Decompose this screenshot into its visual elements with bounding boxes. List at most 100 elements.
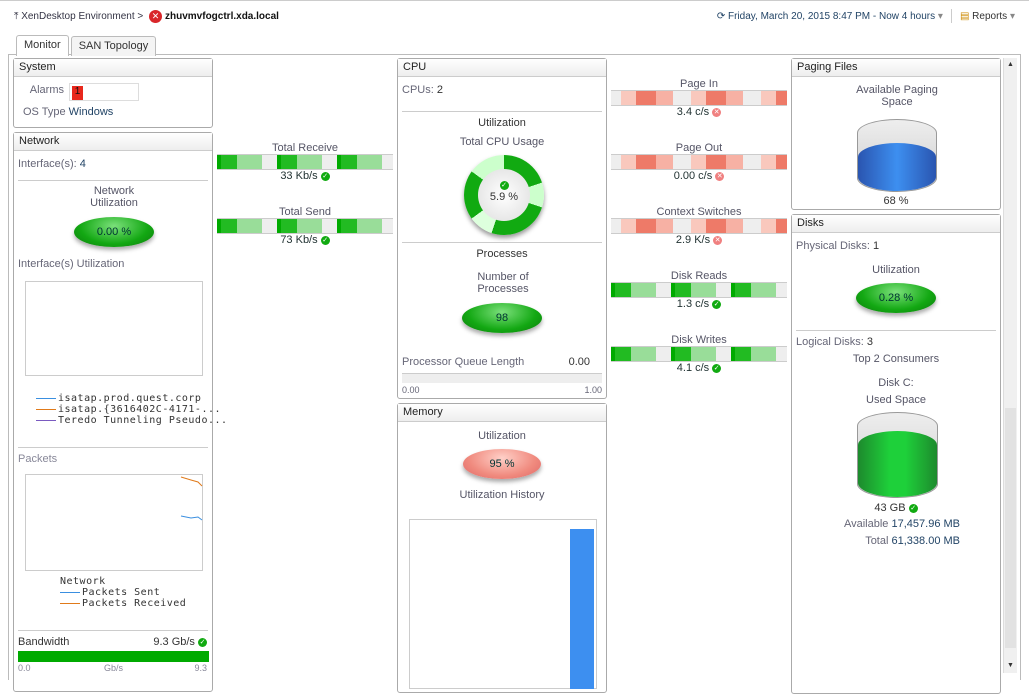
ok-icon: ✓ — [320, 235, 330, 245]
vertical-scrollbar[interactable]: ▲ ▼ — [1003, 58, 1017, 673]
flow-value: 0.00 c/s — [673, 170, 713, 182]
clock-icon: ⟳ — [716, 10, 726, 22]
logical-disks-value: 3 — [866, 336, 874, 348]
flow-value: 4.1 c/s — [676, 362, 710, 374]
utilization-history-label: Utilization History — [459, 489, 545, 501]
divider — [402, 111, 602, 112]
divider — [18, 630, 208, 631]
used-space-label: Used Space — [866, 394, 926, 406]
divider — [18, 180, 208, 181]
ok-icon: ✓ — [712, 299, 722, 309]
flow-page-in: Page In 3.4 c/s ✕ — [611, 78, 787, 118]
flow-value: 73 Kb/s — [280, 234, 318, 246]
flow-strip — [611, 90, 787, 106]
critical-icon: ✕ — [713, 235, 723, 245]
panel-title: Memory — [398, 404, 606, 422]
ok-icon: ✓ — [908, 503, 918, 513]
legend-item: Packets Received — [82, 598, 187, 609]
reports-button[interactable]: ▤ Reports ▾ — [960, 11, 1015, 22]
error-icon: ✕ — [149, 10, 163, 23]
network-utilization-gauge: 0.00 % — [74, 217, 154, 247]
flow-label: Context Switches — [656, 206, 742, 218]
panel-title: Paging Files — [792, 59, 1000, 77]
processor-queue-min: 0.00 — [402, 385, 420, 395]
tab-san-topology[interactable]: SAN Topology — [70, 36, 157, 56]
number-of-processes-label: Number of Processes — [477, 271, 529, 295]
content-frame — [8, 54, 1021, 680]
alarm-count-badge[interactable]: 1 — [72, 86, 83, 100]
legend-item: isatap.{3616402C-4171-... — [58, 404, 222, 415]
packets-sent-line — [180, 515, 203, 521]
flow-context-switches: Context Switches 2.9 K/s ✕ — [611, 206, 787, 246]
flow-value: 2.9 K/s — [675, 234, 711, 246]
flow-value: 1.3 c/s — [676, 298, 710, 310]
reports-label: Reports — [972, 10, 1008, 22]
flow-strip — [217, 218, 393, 234]
paging-value: 68 % — [883, 195, 909, 207]
interface-utilization-chart — [25, 281, 203, 376]
packets-received-line — [180, 476, 203, 487]
ok-icon: ✓ — [712, 363, 722, 373]
flow-value: 33 Kb/s — [280, 170, 318, 182]
ok-icon: ✓ — [499, 180, 509, 190]
divider — [796, 330, 996, 331]
bandwidth-value: 9.3 Gb/s — [153, 636, 195, 648]
cpu-usage-value: 5.9 % — [489, 191, 519, 203]
panel-title: Disks — [792, 215, 1000, 233]
cpus-label: CPUs: — [402, 84, 434, 96]
scroll-up-arrow[interactable]: ▲ — [1007, 61, 1014, 68]
flow-total-receive: Total Receive 33 Kb/s ✓ — [217, 142, 393, 182]
paging-cylinder — [857, 119, 937, 192]
scroll-down-arrow[interactable]: ▼ — [1007, 662, 1014, 669]
available-value: 17,457.96 MB — [891, 518, 961, 530]
interfaces-label: Interface(s): — [18, 158, 77, 170]
legend-item: isatap.prod.quest.corp — [58, 393, 202, 404]
interface-legend: isatap.prod.quest.corp isatap.{3616402C-… — [36, 393, 228, 426]
total-label: Total — [865, 535, 889, 547]
memory-utilization-gauge: 95 % — [463, 449, 541, 479]
history-bar — [570, 529, 594, 689]
disk-utilization-gauge: 0.28 % — [856, 283, 936, 313]
legend-item: Teredo Tunneling Pseudo... — [58, 415, 228, 426]
flow-value: 3.4 c/s — [676, 106, 710, 118]
top-consumers-label: Top 2 Consumers — [852, 353, 940, 365]
flow-label: Total Send — [279, 206, 331, 218]
network-panel: Network Interface(s): 4 Network Utilizat… — [13, 132, 227, 692]
number-of-processes-gauge: 98 — [462, 303, 542, 333]
interfaces-value: 4 — [79, 158, 86, 170]
processes-heading: Processes — [476, 248, 528, 260]
packets-chart — [25, 474, 203, 571]
flow-strip — [611, 282, 787, 298]
os-type-value: Windows — [68, 106, 114, 118]
memory-panel: Memory Utilization 95 % Utilization Hist… — [397, 403, 607, 693]
host-name: zhuvmvfogctrl.xda.local — [165, 11, 279, 23]
critical-icon: ✕ — [712, 107, 722, 117]
alarms-box[interactable]: 1 — [69, 83, 139, 101]
utilization-heading: Utilization — [478, 117, 526, 129]
ok-icon: ✓ — [198, 637, 207, 647]
flow-strip — [611, 218, 787, 234]
ok-icon: ✓ — [320, 171, 330, 181]
tab-monitor[interactable]: Monitor — [16, 35, 69, 56]
panel-title: CPU — [398, 59, 606, 77]
disk-name: Disk C: — [878, 377, 914, 389]
scrollbar-thumb[interactable] — [1005, 408, 1016, 648]
header: ⤒ XenDesktop Environment > ✕ zhuvmvfogctr… — [0, 0, 1029, 30]
flow-label: Total Receive — [271, 142, 339, 154]
time-range-selector[interactable]: ⟳ Friday, March 20, 2015 8:47 PM - Now 4… — [717, 11, 943, 22]
up-icon[interactable]: ⤒ — [14, 11, 19, 23]
header-right: ⟳ Friday, March 20, 2015 8:47 PM - Now 4… — [717, 9, 1015, 23]
processor-queue-label: Processor Queue Length — [402, 356, 525, 368]
utilization-history-chart — [409, 519, 597, 689]
legend-item: Packets Sent — [82, 587, 161, 598]
physical-disks-label: Physical Disks: — [796, 240, 870, 252]
cpu-usage-gauge: ✓ 5.9 % — [464, 155, 544, 235]
flow-disk-writes: Disk Writes 4.1 c/s ✓ — [611, 334, 787, 374]
network-utilization-label: Network Utilization — [90, 185, 138, 209]
os-type-label: OS Type — [23, 106, 66, 118]
cpu-panel: CPU CPUs: 2 Utilization Total CPU Usage … — [397, 58, 607, 399]
breadcrumb-root[interactable]: XenDesktop Environment — [21, 11, 135, 23]
flow-label: Disk Writes — [671, 334, 727, 346]
processor-queue-max: 1.00 — [584, 385, 602, 395]
total-value: 61,338.00 MB — [891, 535, 961, 547]
